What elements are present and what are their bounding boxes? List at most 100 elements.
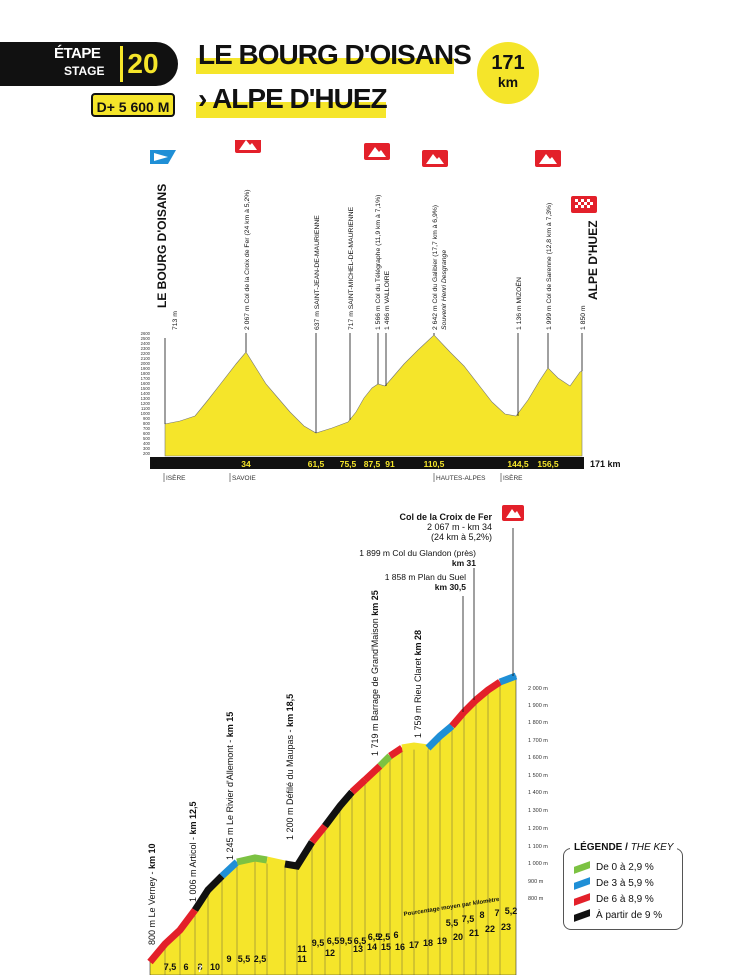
glandon-label: 1 899 m Col du Glandon (près) — [359, 548, 476, 558]
profile-y-tick: 400 — [143, 441, 151, 446]
climb-summit-info: 2 067 m - km 34 — [427, 522, 492, 532]
climb-y-tick: 2 000 m — [528, 686, 548, 692]
waypoint-start-name: LE BOURG D'OISANS — [155, 184, 169, 308]
profile-y-tick: 2300 — [141, 346, 151, 351]
profile-total-km: 171 km — [590, 459, 621, 469]
gradient-value: 9,5 — [312, 938, 325, 948]
gradient-value: 9 — [226, 954, 231, 964]
legend-swatch — [574, 860, 590, 874]
mountain-icon — [235, 140, 261, 153]
km-tick: 15 — [381, 942, 391, 952]
km-tick: 16 — [395, 942, 405, 952]
gradient-value: 6 — [393, 930, 398, 940]
profile-y-tick: 1600 — [141, 381, 151, 386]
gradient-value: 5,5 — [238, 954, 251, 964]
waypoint-label: 1 566 m Col du Télégraphe (11,9 km à 7,1… — [375, 195, 382, 330]
legend-item: De 6 à 8,9 % — [574, 892, 654, 907]
legend-swatch — [574, 892, 590, 906]
profile-y-tick: 900 — [143, 416, 151, 421]
waypoint-finish-altitude: 1 850 m — [580, 305, 587, 330]
start-flag-icon — [150, 150, 176, 164]
legend-item: De 3 à 5,9 % — [574, 876, 654, 891]
waypoint-finish-name: ALPE D'HUEZ — [586, 220, 600, 300]
stage-label: STAGE — [64, 64, 105, 78]
climb-y-tick: 1 800 m — [528, 720, 548, 726]
km-tick: 12 — [325, 948, 335, 958]
km-tick: 22 — [485, 924, 495, 934]
climb-side-face — [149, 675, 517, 975]
gradient-value: 6,5 — [327, 936, 340, 946]
stage-number: 20 — [120, 46, 163, 82]
profile-y-tick: 200 — [143, 451, 151, 456]
region-label: ISÈRE — [503, 473, 523, 482]
distance-badge: 171 km — [477, 42, 539, 104]
profile-y-tick: 2600 — [141, 331, 151, 336]
climb-y-tick: 1 600 m — [528, 755, 548, 761]
profile-y-tick: 2100 — [141, 356, 151, 361]
mountain-icon — [502, 505, 524, 521]
climb-y-tick: 1 300 m — [528, 808, 548, 814]
mountain-icon — [535, 150, 561, 167]
profile-km-label: 156,5 — [537, 459, 559, 469]
stage-title-start: LE BOURG D'OISANS — [198, 39, 472, 70]
waypoint-label: 717 m SAINT-MICHEL-DE-MAURIENNE — [348, 206, 355, 330]
profile-km-label: 87,5 — [364, 459, 381, 469]
waypoint-sublabel: Souvenir Henri Desgrange — [441, 250, 448, 330]
km-tick: 18 — [423, 938, 433, 948]
gradient-segment — [147, 907, 198, 965]
km-tick: 21 — [469, 928, 479, 938]
profile-km-label: 110,5 — [424, 459, 445, 469]
climb-y-tick: 1 500 m — [528, 773, 548, 779]
gradient-segment — [266, 856, 286, 868]
gradient-value: 11 — [297, 944, 307, 954]
title-highlight-2 — [196, 102, 386, 118]
gradient-segment — [401, 742, 429, 752]
profile-y-tick: 1000 — [141, 411, 151, 416]
mountain-icon — [422, 150, 448, 167]
profile-y-tick: 1900 — [141, 366, 151, 371]
km-tick: 23 — [501, 922, 511, 932]
gradient-segment — [349, 777, 368, 795]
gradient-segment — [284, 840, 315, 870]
km-tick: 20 — [453, 932, 463, 942]
climb-y-tick: 1 400 m — [528, 790, 548, 796]
profile-y-tick: 2400 — [141, 341, 151, 346]
km-tick: 17 — [409, 940, 419, 950]
distance-unit: km — [497, 74, 519, 90]
gradient-segment — [449, 679, 502, 729]
profile-y-tick: 1400 — [141, 391, 151, 396]
climb-y-tick: 900 m — [528, 879, 544, 885]
profile-x-axis-bar — [150, 457, 584, 469]
legend-item: À partir de 9 % — [574, 908, 662, 923]
climb-point-label: 800 m Le Verney - km 10 — [147, 843, 157, 945]
gradient-segment — [388, 745, 404, 759]
profile-y-tick: 500 — [143, 436, 151, 441]
suel-km: km 30,5 — [435, 582, 466, 592]
legend-box: De 0 à 2,9 % De 3 à 5,9 % De 6 à 8,9 % À… — [563, 848, 683, 930]
mountain-icon — [364, 143, 390, 160]
km-tick: 7 — [197, 964, 202, 974]
climb-point-label: 1 200 m Défilé du Maupas - km 18,5 — [285, 694, 295, 840]
waypoint-label: 1 136 m MIZOËN — [515, 277, 523, 330]
waypoint-label: 2 642 m Col du Galibier (17,7 km à 6,9%) — [432, 205, 439, 330]
legend-title: LÉGENDE / THE KEY — [570, 842, 678, 853]
gradient-value: 6,5 — [354, 936, 367, 946]
profile-y-tick: 1800 — [141, 371, 151, 376]
profile-km-label: 144,5 — [507, 459, 529, 469]
profile-y-tick: 1500 — [141, 386, 151, 391]
elevation-gain-badge: D+ 5 600 M — [91, 93, 175, 117]
gradient-value: 9,5 — [340, 936, 353, 946]
climb-y-tick: 1 000 m — [528, 861, 548, 867]
waypoint-label: 2 067 m Col de la Croix de Fer (24 km à … — [244, 189, 251, 330]
profile-y-tick: 1700 — [141, 376, 151, 381]
profile-km-label: 91 — [385, 459, 395, 469]
climb-point-label: 1 006 m Articol - km 12,5 — [188, 801, 198, 902]
gradient-value: 7 — [494, 908, 499, 918]
gradient-value: 5,2 — [505, 906, 518, 916]
profile-y-tick: 1100 — [141, 406, 151, 411]
legend-item: De 0 à 2,9 % — [574, 860, 654, 875]
gradient-segment — [322, 789, 355, 829]
gradient-value: 7,5 — [462, 914, 475, 924]
climb-point-label: 1 245 m Le Rivier d'Allemont - km 15 — [225, 712, 235, 860]
climb-y-tick: 800 m — [528, 896, 544, 902]
